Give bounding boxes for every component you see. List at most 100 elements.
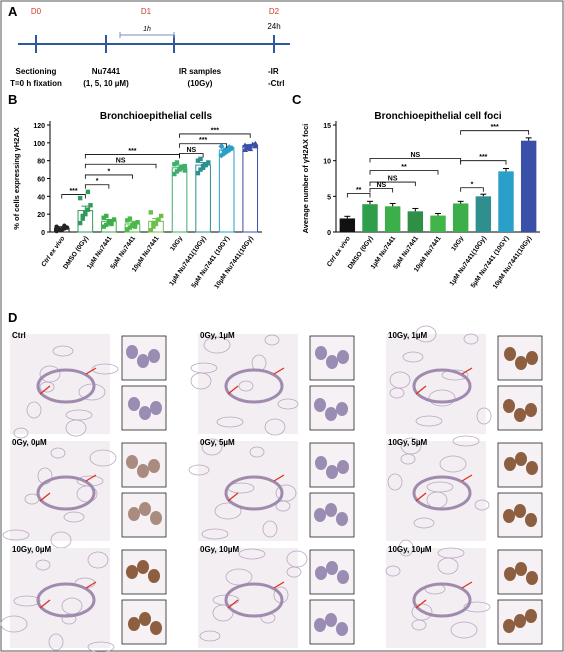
data-point xyxy=(77,220,83,226)
panel-label-b: B xyxy=(8,92,17,107)
alveolus xyxy=(13,595,41,607)
bronchiole xyxy=(224,582,284,618)
bar xyxy=(520,140,537,232)
data-point xyxy=(85,207,91,212)
data-point xyxy=(132,221,138,227)
bronchiole xyxy=(412,582,472,618)
alveolus xyxy=(262,520,278,538)
significance-bracket xyxy=(84,184,110,189)
alveolus xyxy=(277,398,299,410)
micrograph-panel: 0Gy, 1µM xyxy=(190,331,355,436)
step-nu7441-detail: (1, 5, 10 µM) xyxy=(83,79,129,88)
nucleus xyxy=(336,402,348,416)
significance-label: *** xyxy=(211,127,219,134)
data-point xyxy=(182,163,187,169)
nucleus xyxy=(503,399,515,413)
panel-label-a: A xyxy=(8,4,18,19)
nucleus xyxy=(137,464,149,478)
nucleus xyxy=(126,565,138,579)
arrow xyxy=(273,581,285,589)
alveolus xyxy=(238,548,266,560)
alveolus xyxy=(415,415,443,427)
nucleus xyxy=(325,503,337,517)
arrow xyxy=(39,492,51,502)
micrograph-panel: 10Gy, 5µM xyxy=(386,435,543,541)
nucleus xyxy=(128,397,140,411)
nucleus xyxy=(515,562,527,576)
significance-bracket xyxy=(61,194,86,199)
data-point xyxy=(104,222,109,228)
arrow xyxy=(415,599,427,609)
nucleus xyxy=(148,349,160,363)
alveolus xyxy=(413,517,435,529)
nucleus xyxy=(336,622,348,636)
data-point xyxy=(104,213,109,219)
y-tick-label: 15 xyxy=(323,123,331,130)
bar xyxy=(430,215,446,232)
micrograph-label: 0Gy, 10µM xyxy=(200,545,239,554)
nucleus xyxy=(326,561,338,575)
significance-label: ** xyxy=(356,187,362,194)
nucleus xyxy=(314,618,326,632)
alveolus xyxy=(26,401,42,419)
alveolus xyxy=(201,528,229,540)
data-point xyxy=(226,144,233,151)
alveolus xyxy=(216,416,244,428)
significance-label: * xyxy=(108,168,111,175)
day-label-d2: D2 xyxy=(269,7,280,16)
day-label-d0: D0 xyxy=(31,7,42,16)
data-point xyxy=(179,164,185,170)
arrow xyxy=(461,474,473,482)
alveolus xyxy=(463,333,479,345)
arrow xyxy=(85,581,97,589)
data-point xyxy=(174,169,180,174)
data-point xyxy=(172,162,177,167)
arrow xyxy=(85,474,97,482)
bar xyxy=(452,203,469,232)
significance-label: *** xyxy=(128,148,136,155)
alveolus xyxy=(2,529,30,541)
nucleus xyxy=(326,355,338,369)
alveolus xyxy=(437,547,465,559)
significance-bracket xyxy=(369,188,394,193)
nucleus xyxy=(515,452,527,466)
arrow xyxy=(227,385,239,395)
micrograph-label: 0Gy, 0µM xyxy=(12,438,47,447)
nucleus xyxy=(314,508,326,522)
bronchiole xyxy=(412,475,472,511)
data-point xyxy=(88,203,93,208)
significance-label: *** xyxy=(479,154,487,161)
nucleus xyxy=(504,457,516,471)
bar xyxy=(362,204,378,232)
data-point xyxy=(80,213,85,219)
arrow xyxy=(85,367,97,375)
alveolus xyxy=(264,418,286,436)
alveolus xyxy=(426,481,454,493)
arrow xyxy=(227,599,239,609)
data-point xyxy=(125,227,130,232)
data-point xyxy=(135,219,140,225)
nucleus xyxy=(514,408,526,422)
bronchiole xyxy=(412,368,472,404)
significance-label: *** xyxy=(199,137,207,144)
significance-label: * xyxy=(96,178,99,185)
y-tick-label: 100 xyxy=(33,141,45,148)
micrograph-panel: 10Gy, 10µM xyxy=(385,539,543,648)
data-point xyxy=(206,160,211,165)
alveolus xyxy=(50,447,66,459)
significance-label: ** xyxy=(401,164,407,171)
nucleus xyxy=(525,513,537,527)
data-point xyxy=(158,213,164,219)
y-axis-label: Average number of γH2AX foci xyxy=(301,124,310,234)
bronchiole xyxy=(36,582,96,618)
alveolus xyxy=(398,539,414,557)
alveolus xyxy=(61,597,83,615)
alveolus xyxy=(238,380,254,392)
data-point xyxy=(130,222,135,228)
chart-title: Bronchioepithelial cell foci xyxy=(374,111,501,122)
micrograph-panel: 0Gy, 5µM xyxy=(188,438,355,541)
nucleus xyxy=(337,460,349,474)
data-point xyxy=(203,162,208,167)
bar xyxy=(407,211,424,232)
